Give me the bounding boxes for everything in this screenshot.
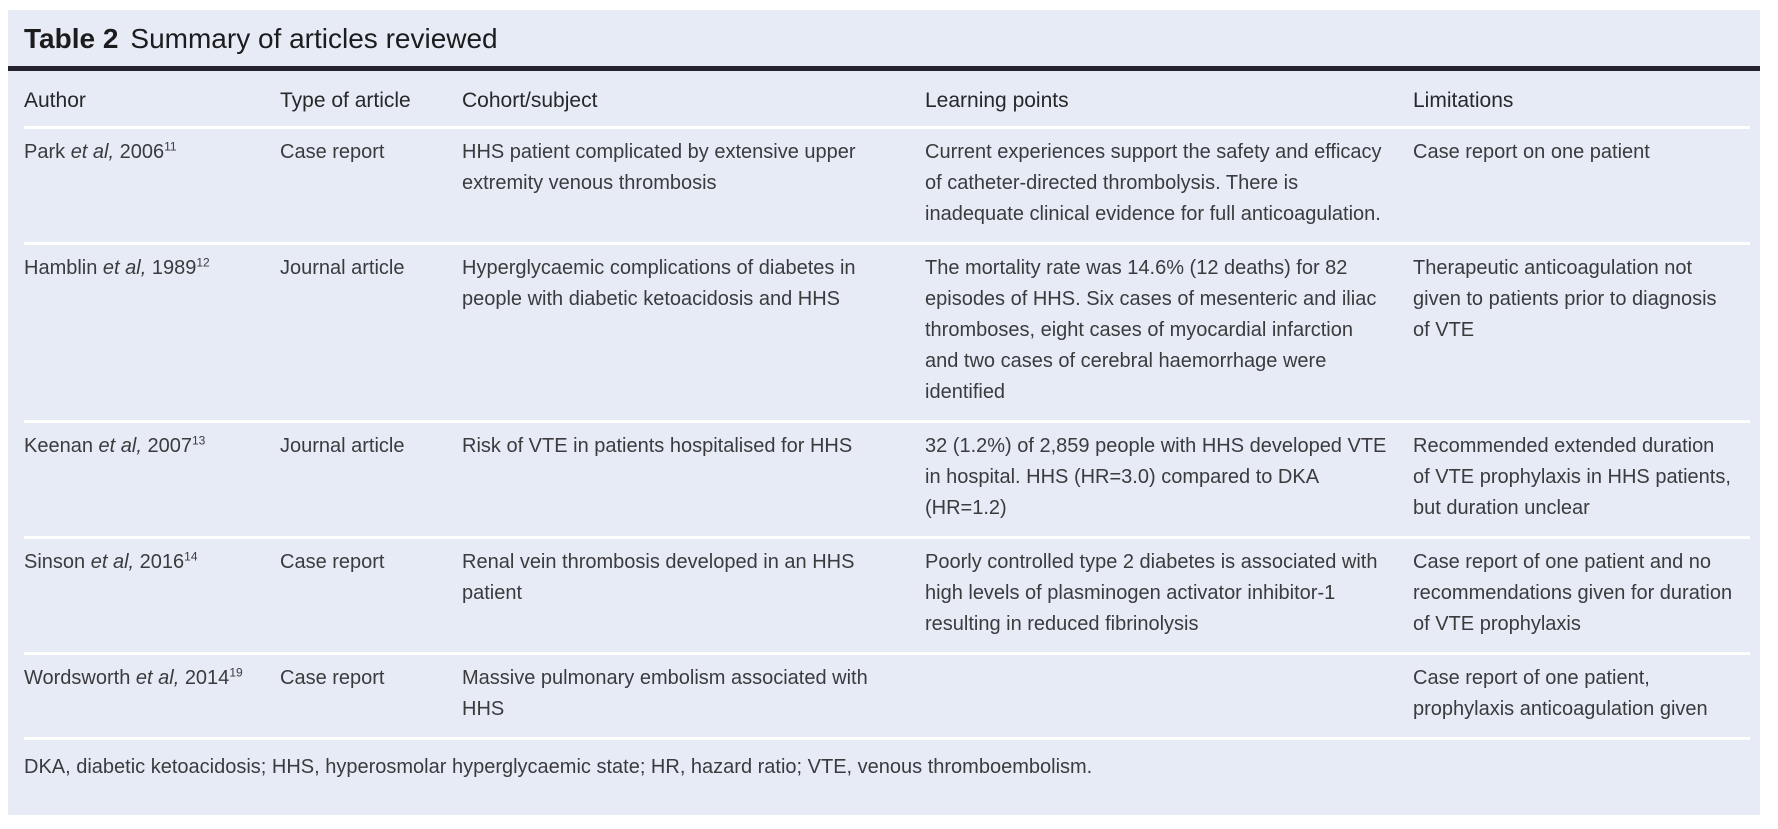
column-header-learning: Learning points xyxy=(925,89,1069,112)
cohort-cell: Massive pulmonary embolism associated wi… xyxy=(462,667,868,720)
author-etal: et al, xyxy=(102,257,147,279)
limitations-cell: Recommended extended duration of VTE pro… xyxy=(1413,435,1731,519)
table-row-sinson: Sinson et al, 201614 Case report Renal v… xyxy=(8,539,1760,652)
type-cell: Case report xyxy=(280,667,385,689)
column-header-limitations: Limitations xyxy=(1413,89,1514,112)
author-year: 2007 xyxy=(147,435,192,457)
row-divider xyxy=(24,126,1750,129)
author-cell: Park et al, 200611 xyxy=(8,129,280,180)
type-cell: Journal article xyxy=(280,257,405,279)
learning-cell: The mortality rate was 14.6% (12 deaths)… xyxy=(925,257,1377,403)
author-name: Park xyxy=(24,141,66,163)
learning-cell: 32 (1.2%) of 2,859 people with HHS devel… xyxy=(925,435,1387,519)
column-header-type: Type of article xyxy=(280,89,411,112)
author-ref-superscript: 19 xyxy=(229,665,243,680)
author-year: 1989 xyxy=(151,257,197,279)
column-header-cohort: Cohort/subject xyxy=(462,89,598,112)
table-row-wordsworth: Wordsworth et al, 201419 Case report Mas… xyxy=(8,655,1760,737)
author-year: 2016 xyxy=(139,551,185,573)
cohort-cell: Renal vein thrombosis developed in an HH… xyxy=(462,551,855,604)
table-row-park: Park et al, 200611 Case report HHS patie… xyxy=(8,129,1760,242)
abbreviations-footnote: DKA, diabetic ketoacidosis; HHS, hyperos… xyxy=(24,756,1093,778)
row-divider xyxy=(24,420,1750,423)
author-ref-superscript: 11 xyxy=(164,139,177,154)
author-year: 2014 xyxy=(184,667,230,689)
author-name: Wordsworth xyxy=(24,667,131,689)
author-year: 2006 xyxy=(119,141,165,163)
limitations-cell: Therapeutic anticoagulation not given to… xyxy=(1413,257,1717,341)
author-name: Keenan xyxy=(24,435,93,457)
learning-cell: Current experiences support the safety a… xyxy=(925,141,1382,225)
limitations-cell: Case report on one patient xyxy=(1413,141,1650,163)
author-etal: et al, xyxy=(70,141,115,163)
author-etal: et al, xyxy=(98,435,142,457)
learning-cell xyxy=(925,655,1413,675)
author-etal: et al, xyxy=(90,551,135,573)
author-cell: Sinson et al, 201614 xyxy=(8,539,280,590)
author-ref-superscript: 12 xyxy=(196,255,210,270)
row-divider xyxy=(24,536,1750,539)
author-cell: Keenan et al, 200713 xyxy=(8,423,280,474)
table-row-hamblin: Hamblin et al, 198912 Journal article Hy… xyxy=(8,245,1760,420)
table-title: Table 2 Summary of articles reviewed xyxy=(8,10,1760,66)
author-etal: et al, xyxy=(135,667,180,689)
type-cell: Case report xyxy=(280,141,385,163)
footnote-divider xyxy=(24,737,1750,740)
table-caption: Summary of articles reviewed xyxy=(130,23,498,54)
cohort-cell: Risk of VTE in patients hospitalised for… xyxy=(462,435,853,457)
limitations-cell: Case report of one patient and no recomm… xyxy=(1413,551,1733,635)
table-label: Table 2 xyxy=(24,23,119,54)
header-row: Author Type of article Cohort/subject Le… xyxy=(8,71,1760,126)
row-divider xyxy=(24,242,1750,245)
title-divider-rule xyxy=(8,66,1760,71)
limitations-cell: Case report of one patient, prophylaxis … xyxy=(1413,667,1708,720)
row-divider xyxy=(24,652,1750,655)
column-header-author: Author xyxy=(24,89,86,112)
table-2-card: Table 2 Summary of articles reviewed Auth… xyxy=(8,10,1760,815)
type-cell: Journal article xyxy=(280,435,405,457)
author-ref-superscript: 14 xyxy=(184,549,198,564)
cohort-cell: HHS patient complicated by extensive upp… xyxy=(462,141,856,194)
author-cell: Hamblin et al, 198912 xyxy=(8,245,280,296)
author-ref-superscript: 13 xyxy=(191,433,206,448)
author-cell: Wordsworth et al, 201419 xyxy=(8,655,280,706)
learning-cell: Poorly controlled type 2 diabetes is ass… xyxy=(925,551,1378,635)
author-name: Sinson xyxy=(24,551,86,573)
type-cell: Case report xyxy=(280,551,385,573)
table-row-keenan: Keenan et al, 200713 Journal article Ris… xyxy=(8,423,1760,536)
author-name: Hamblin xyxy=(24,257,98,279)
cohort-cell: Hyperglycaemic complications of diabetes… xyxy=(462,257,856,310)
